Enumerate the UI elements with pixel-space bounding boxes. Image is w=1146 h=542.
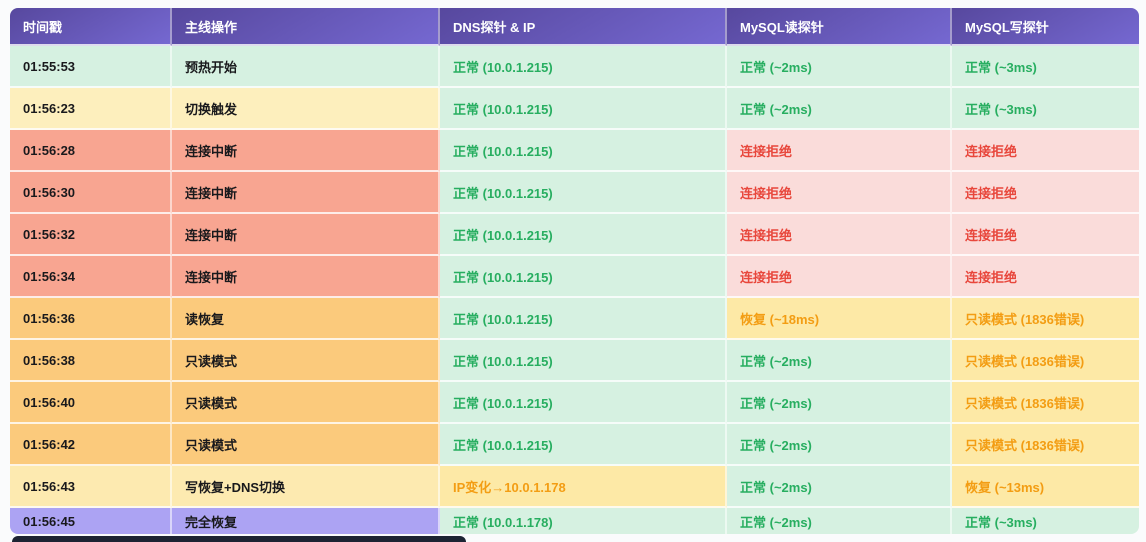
table-row: 01:56:45 完全恢复 正常 (10.0.1.178) 正常 (~2ms) 正常 (… — [10, 508, 1139, 534]
dns-status-cell: 正常 (10.0.1.215) — [440, 46, 727, 88]
mysql-read-status-cell: 连接拒绝 — [727, 130, 952, 172]
table-row: 01:56:30 连接中断 正常 (10.0.1.215) 连接拒绝 连接拒绝 — [10, 172, 1139, 214]
table-row: 01:56:38 只读模式 正常 (10.0.1.215) 正常 (~2ms) 只读模式… — [10, 340, 1139, 382]
operation-cell: 预热开始 — [172, 46, 440, 88]
mysql-read-status-cell: 连接拒绝 — [727, 214, 952, 256]
failover-timeline-table: 时间戳 主线操作 DNS探针 & IP MySQL读探针 MySQL写探针 01… — [10, 8, 1139, 534]
mysql-write-status-cell: 正常 (~3ms) — [952, 88, 1139, 130]
dns-status-cell: 正常 (10.0.1.215) — [440, 130, 727, 172]
status-table: 时间戳 主线操作 DNS探针 & IP MySQL读探针 MySQL写探针 01… — [10, 8, 1139, 534]
timestamp-cell: 01:56:45 — [10, 508, 172, 534]
mysql-read-status-cell: 正常 (~2ms) — [727, 46, 952, 88]
dns-status-cell: 正常 (10.0.1.215) — [440, 214, 727, 256]
table-row: 01:56:28 连接中断 正常 (10.0.1.215) 连接拒绝 连接拒绝 — [10, 130, 1139, 172]
operation-cell: 切换触发 — [172, 88, 440, 130]
table-row: 01:56:36 读恢复 正常 (10.0.1.215) 恢复 (~18ms) 只读模式… — [10, 298, 1139, 340]
dns-status-cell: 正常 (10.0.1.215) — [440, 340, 727, 382]
col-header-dns-probe: DNS探针 & IP — [440, 8, 727, 46]
mysql-write-status-cell: 连接拒绝 — [952, 256, 1139, 298]
timestamp-cell: 01:56:40 — [10, 382, 172, 424]
operation-cell: 连接中断 — [172, 214, 440, 256]
timestamp-cell: 01:56:32 — [10, 214, 172, 256]
col-header-operation: 主线操作 — [172, 8, 440, 46]
mysql-read-status-cell: 正常 (~2ms) — [727, 340, 952, 382]
col-header-mysql-write-probe: MySQL写探针 — [952, 8, 1139, 46]
table-row: 01:56:34 连接中断 正常 (10.0.1.215) 连接拒绝 连接拒绝 — [10, 256, 1139, 298]
table-row: 01:56:42 只读模式 正常 (10.0.1.215) 正常 (~2ms) 只读模式… — [10, 424, 1139, 466]
col-header-mysql-read-probe: MySQL读探针 — [727, 8, 952, 46]
timestamp-cell: 01:56:28 — [10, 130, 172, 172]
timestamp-cell: 01:56:42 — [10, 424, 172, 466]
mysql-write-status-cell: 连接拒绝 — [952, 214, 1139, 256]
col-header-timestamp: 时间戳 — [10, 8, 172, 46]
operation-cell: 写恢复+DNS切换 — [172, 466, 440, 508]
timestamp-cell: 01:55:53 — [10, 46, 172, 88]
operation-cell: 只读模式 — [172, 340, 440, 382]
header-row: 时间戳 主线操作 DNS探针 & IP MySQL读探针 MySQL写探针 — [10, 8, 1139, 46]
dns-status-cell: 正常 (10.0.1.215) — [440, 256, 727, 298]
mysql-write-status-cell: 只读模式 (1836错误) — [952, 340, 1139, 382]
timestamp-cell: 01:56:43 — [10, 466, 172, 508]
table-row: 01:56:43 写恢复+DNS切换 IP变化→10.0.1.178 正常 (~2ms… — [10, 466, 1139, 508]
mysql-write-status-cell: 恢复 (~13ms) — [952, 466, 1139, 508]
mysql-read-status-cell: 连接拒绝 — [727, 172, 952, 214]
dns-status-cell: 正常 (10.0.1.215) — [440, 88, 727, 130]
mysql-write-status-cell: 只读模式 (1836错误) — [952, 298, 1139, 340]
mysql-write-status-cell: 正常 (~3ms) — [952, 508, 1139, 534]
mysql-read-status-cell: 连接拒绝 — [727, 256, 952, 298]
table-row: 01:56:23 切换触发 正常 (10.0.1.215) 正常 (~2ms) 正常 (… — [10, 88, 1139, 130]
mysql-write-status-cell: 只读模式 (1836错误) — [952, 382, 1139, 424]
timestamp-cell: 01:56:36 — [10, 298, 172, 340]
timestamp-cell: 01:56:23 — [10, 88, 172, 130]
operation-cell: 连接中断 — [172, 130, 440, 172]
dns-status-cell: IP变化→10.0.1.178 — [440, 466, 727, 508]
table-row: 01:56:32 连接中断 正常 (10.0.1.215) 连接拒绝 连接拒绝 — [10, 214, 1139, 256]
mysql-read-status-cell: 正常 (~2ms) — [727, 466, 952, 508]
mysql-write-status-cell: 正常 (~3ms) — [952, 46, 1139, 88]
dns-status-cell: 正常 (10.0.1.215) — [440, 424, 727, 466]
timestamp-cell: 01:56:38 — [10, 340, 172, 382]
dns-status-cell: 正常 (10.0.1.215) — [440, 298, 727, 340]
mysql-read-status-cell: 恢复 (~18ms) — [727, 298, 952, 340]
table-row: 01:56:40 只读模式 正常 (10.0.1.215) 正常 (~2ms) 只读模式… — [10, 382, 1139, 424]
mysql-read-status-cell: 正常 (~2ms) — [727, 382, 952, 424]
operation-cell: 读恢复 — [172, 298, 440, 340]
mysql-write-status-cell: 连接拒绝 — [952, 130, 1139, 172]
timestamp-cell: 01:56:30 — [10, 172, 172, 214]
operation-cell: 只读模式 — [172, 424, 440, 466]
dns-status-cell: 正常 (10.0.1.215) — [440, 172, 727, 214]
partial-panel-below-table — [12, 536, 466, 542]
mysql-read-status-cell: 正常 (~2ms) — [727, 508, 952, 534]
mysql-write-status-cell: 只读模式 (1836错误) — [952, 424, 1139, 466]
table-row: 01:55:53 预热开始 正常 (10.0.1.215) 正常 (~2ms) 正常 (… — [10, 46, 1139, 88]
mysql-read-status-cell: 正常 (~2ms) — [727, 424, 952, 466]
operation-cell: 完全恢复 — [172, 508, 440, 534]
operation-cell: 连接中断 — [172, 256, 440, 298]
operation-cell: 连接中断 — [172, 172, 440, 214]
dns-status-cell: 正常 (10.0.1.178) — [440, 508, 727, 534]
dns-status-cell: 正常 (10.0.1.215) — [440, 382, 727, 424]
timestamp-cell: 01:56:34 — [10, 256, 172, 298]
operation-cell: 只读模式 — [172, 382, 440, 424]
mysql-read-status-cell: 正常 (~2ms) — [727, 88, 952, 130]
mysql-write-status-cell: 连接拒绝 — [952, 172, 1139, 214]
